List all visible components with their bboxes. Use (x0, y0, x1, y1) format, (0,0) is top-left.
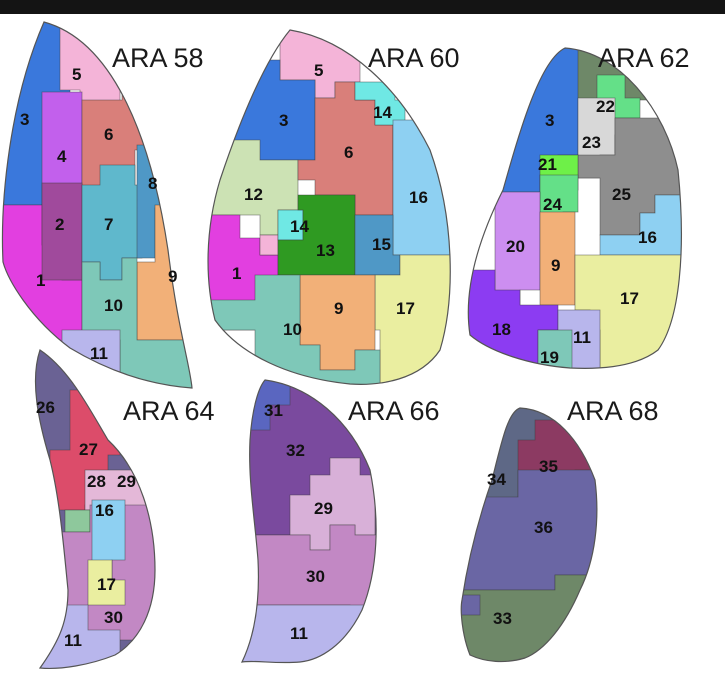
region-label: 6 (344, 143, 353, 162)
panel-title: ARA 68 (567, 396, 659, 426)
region-label: 16 (95, 501, 114, 520)
region-label: 21 (538, 155, 557, 174)
region-label: 16 (638, 228, 657, 247)
region-label: 3 (20, 110, 29, 129)
region-label: 34 (487, 470, 506, 489)
region-label: 35 (539, 457, 558, 476)
region-label: 11 (64, 631, 82, 650)
region-label: 10 (283, 320, 302, 339)
region-label: 14 (373, 103, 392, 122)
region-label: 3 (545, 111, 554, 130)
region-19 (537, 329, 573, 369)
region-label: 4 (57, 147, 67, 166)
region-label: 25 (612, 185, 631, 204)
panel-ara-66: ARA 66 31 32 29 30 11 (240, 379, 440, 664)
section-outline (207, 29, 451, 385)
section-outline (34, 349, 156, 670)
panel-title: ARA 60 (368, 43, 460, 73)
region-label: 30 (104, 608, 123, 627)
region-label: 11 (573, 328, 591, 347)
region-label: 36 (534, 518, 553, 537)
section-outline (240, 379, 377, 664)
region-label: 7 (104, 215, 113, 234)
panel-ara-58: ARA 58 5 3 6 4 8 2 7 9 1 10 11 (1, 21, 204, 389)
section-outline (1, 21, 193, 389)
region-label: 17 (620, 289, 639, 308)
top-bar (0, 0, 725, 14)
region-10 (208, 274, 381, 385)
panel-title: ARA 62 (598, 43, 690, 73)
region-label: 33 (493, 609, 512, 628)
region-2 (41, 182, 83, 281)
region-label: 29 (314, 499, 333, 518)
section-outline (460, 407, 598, 663)
region-label: 14 (290, 217, 309, 236)
region-label: 17 (396, 299, 415, 318)
region-label: 5 (314, 61, 323, 80)
region-14 (277, 209, 304, 241)
region-label: 1 (232, 264, 241, 283)
region-label: 15 (372, 235, 391, 254)
region-label: 12 (244, 185, 263, 204)
region-label: 16 (409, 188, 428, 207)
region-label: 6 (104, 125, 113, 144)
panel-ara-60: ARA 60 5 14 3 6 12 16 14 15 13 1 9 17 10 (207, 29, 460, 385)
region-36 (461, 469, 597, 591)
region-label: 10 (104, 296, 123, 315)
region-label: 22 (596, 97, 615, 116)
region-green (64, 509, 91, 533)
region-label: 31 (264, 401, 283, 420)
region-label: 20 (506, 237, 525, 256)
region-label: 32 (286, 441, 305, 460)
region-label: 29 (117, 472, 136, 491)
region-1b (259, 234, 279, 256)
region-label: 19 (540, 348, 559, 367)
section-outline (467, 47, 682, 369)
region-label: 11 (90, 344, 108, 363)
region-label: 24 (543, 195, 562, 214)
region-label: 2 (55, 215, 64, 234)
panel-title: ARA 66 (348, 396, 440, 426)
panel-title: ARA 64 (123, 396, 215, 426)
region-label: 11 (290, 624, 308, 643)
region-label: 9 (551, 256, 560, 275)
region-label: 23 (582, 133, 601, 152)
region-label: 27 (79, 440, 98, 459)
panel-title: ARA 58 (112, 43, 204, 73)
region-label: 9 (334, 299, 343, 318)
region-label: 9 (168, 267, 177, 286)
region-label: 18 (492, 320, 511, 339)
region-label: 28 (87, 472, 106, 491)
panel-ara-62: ARA 62 22 3 23 21 25 24 16 20 9 17 18 11… (467, 43, 690, 369)
region-edge (461, 594, 481, 616)
region-label: 1 (36, 271, 45, 290)
region-label: 5 (72, 65, 81, 84)
region-label: 17 (97, 575, 116, 594)
region-label: 13 (316, 241, 335, 260)
region-label: 3 (279, 111, 288, 130)
region-label: 26 (36, 398, 55, 417)
panel-ara-64: ARA 64 26 27 28 29 16 17 30 11 (34, 349, 215, 670)
panel-ara-68: ARA 68 35 34 36 33 (460, 396, 659, 663)
region-17 (374, 254, 451, 385)
region-label: 30 (306, 567, 325, 586)
region-label: 8 (148, 174, 157, 193)
